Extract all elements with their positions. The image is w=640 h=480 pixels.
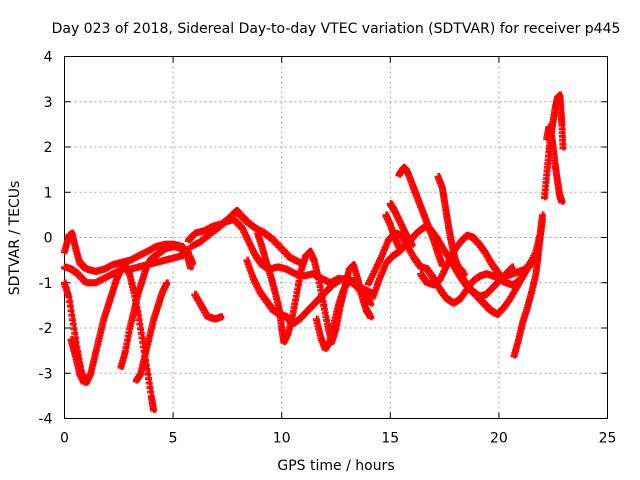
data-point bbox=[147, 387, 155, 395]
data-point bbox=[323, 316, 331, 324]
data-point bbox=[315, 274, 323, 282]
y-tick-label: -3 bbox=[39, 366, 53, 382]
series-arc-21 bbox=[510, 215, 546, 359]
x-tick-label: 15 bbox=[381, 431, 399, 447]
data-point bbox=[318, 289, 326, 297]
data-point bbox=[71, 329, 79, 337]
x-tick-label: 10 bbox=[273, 431, 291, 447]
series-arc-6 bbox=[132, 279, 171, 384]
series-arc-3 bbox=[61, 261, 158, 413]
series-arc-23 bbox=[543, 123, 566, 205]
data-point bbox=[395, 243, 403, 251]
x-axis-label: GPS time / hours bbox=[277, 458, 394, 474]
data-point bbox=[343, 279, 351, 287]
data-point bbox=[66, 297, 74, 305]
data-point bbox=[315, 278, 323, 286]
y-tick-label: 2 bbox=[44, 140, 53, 156]
series-arc-11 bbox=[254, 229, 375, 346]
data-point bbox=[136, 319, 144, 327]
x-tick-label: 20 bbox=[490, 431, 508, 447]
data-point bbox=[80, 378, 88, 386]
data-point bbox=[538, 215, 546, 223]
data-point bbox=[138, 333, 146, 341]
data-point bbox=[135, 315, 143, 323]
data-point bbox=[163, 279, 171, 287]
x-tick-label: 5 bbox=[169, 431, 178, 447]
data-points bbox=[61, 91, 567, 413]
data-point bbox=[69, 319, 77, 327]
data-point bbox=[318, 293, 326, 301]
chart-title: Day 023 of 2018, Sidereal Day-to-day VTE… bbox=[52, 21, 621, 37]
y-axis-label: SDTVAR / TECUs bbox=[7, 181, 23, 296]
data-point bbox=[70, 324, 78, 332]
data-point bbox=[321, 308, 329, 316]
data-point bbox=[145, 378, 153, 386]
data-point bbox=[559, 143, 567, 151]
data-point bbox=[68, 310, 76, 318]
data-point bbox=[508, 263, 516, 271]
data-point bbox=[186, 263, 194, 271]
data-point bbox=[322, 312, 330, 320]
data-point bbox=[558, 197, 566, 205]
data-point bbox=[367, 299, 375, 307]
data-point bbox=[316, 282, 324, 290]
data-point bbox=[217, 313, 225, 321]
x-tick-label: 0 bbox=[60, 431, 69, 447]
data-point bbox=[67, 306, 75, 314]
series-arc-15 bbox=[382, 211, 403, 251]
series-arc-16 bbox=[386, 200, 416, 248]
data-point bbox=[367, 299, 375, 307]
data-point bbox=[137, 329, 145, 337]
data-point bbox=[527, 258, 535, 266]
data-point bbox=[146, 383, 154, 391]
data-point bbox=[150, 405, 158, 413]
series-arc-4 bbox=[67, 335, 88, 386]
data-point bbox=[320, 304, 328, 312]
y-tick-label: -2 bbox=[39, 321, 53, 337]
data-point bbox=[508, 263, 516, 271]
data-point bbox=[137, 324, 145, 332]
series-arc-22 bbox=[541, 91, 567, 201]
y-tick-label: -4 bbox=[39, 412, 53, 428]
data-point bbox=[559, 143, 567, 151]
data-point bbox=[527, 258, 535, 266]
data-point bbox=[320, 301, 328, 309]
data-point bbox=[367, 313, 375, 321]
y-tick-label: 1 bbox=[44, 185, 53, 201]
y-tick-label: -1 bbox=[39, 276, 53, 292]
data-point bbox=[558, 197, 566, 205]
data-point bbox=[144, 374, 152, 382]
series-arc-20 bbox=[449, 261, 516, 300]
data-point bbox=[80, 378, 88, 386]
data-point bbox=[343, 279, 351, 287]
data-point bbox=[66, 301, 74, 309]
series-arc-17 bbox=[395, 163, 446, 269]
data-point bbox=[319, 297, 327, 305]
data-point bbox=[163, 279, 171, 287]
data-point bbox=[144, 369, 152, 377]
axis-ticks: 0 5 10 15 20 25 -4 -3 -2 -1 0 1 2 3 4 bbox=[39, 50, 617, 447]
series-arc-5 bbox=[117, 243, 194, 370]
data-point bbox=[217, 313, 225, 321]
series-arc-7 bbox=[191, 290, 225, 323]
data-point bbox=[317, 286, 325, 294]
data-point bbox=[68, 315, 76, 323]
y-tick-label: 0 bbox=[44, 231, 53, 247]
x-tick-label: 25 bbox=[599, 431, 617, 447]
data-point bbox=[150, 405, 158, 413]
y-tick-label: 3 bbox=[44, 95, 53, 111]
data-point bbox=[395, 243, 403, 251]
y-tick-label: 4 bbox=[44, 50, 53, 66]
data-point bbox=[408, 240, 416, 248]
data-point bbox=[65, 292, 73, 300]
data-point bbox=[186, 263, 194, 271]
data-point bbox=[538, 215, 546, 223]
series-arc-12 bbox=[312, 279, 351, 352]
data-point bbox=[367, 313, 375, 321]
data-point bbox=[408, 240, 416, 248]
